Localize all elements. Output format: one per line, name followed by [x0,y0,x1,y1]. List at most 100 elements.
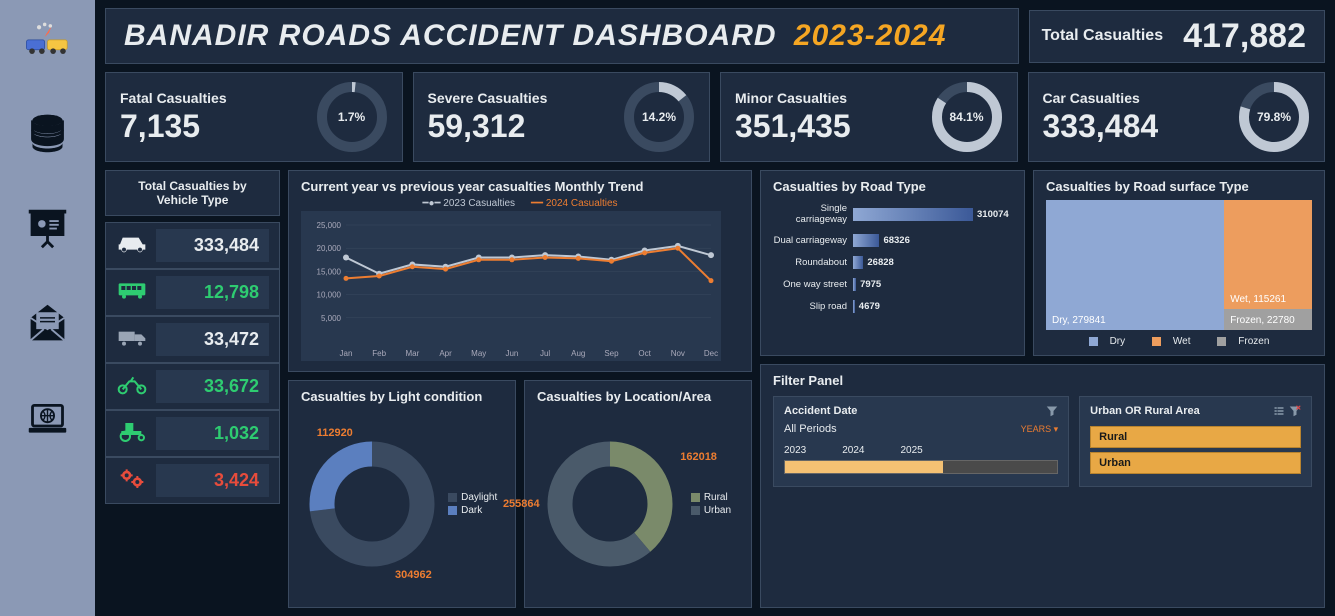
area-urban-button[interactable]: Urban [1090,452,1301,474]
light-dark-label: 112920 [317,427,353,439]
vehicle-value: 1,032 [156,417,269,450]
tm-frozen: Frozen, 22780 [1224,309,1312,330]
vehicle-value: 33,672 [156,370,269,403]
svg-text:Jul: Jul [540,349,550,358]
total-casualties-box: Total Casualties 417,882 [1029,10,1325,63]
light-legend: Daylight Dark [448,490,497,518]
loc-urban-label: 255864 [503,498,540,510]
filter-area-label: Urban OR Rural Area [1090,405,1200,420]
vehicle-title-panel: Total Casualties by Vehicle Type [105,170,280,216]
road-type-row: One way street 7975 [773,278,1012,291]
surface-legend: Dry Wet Frozen [1046,336,1312,347]
light-donut: 112920 304962 [307,439,437,569]
kpi-donut: 84.1% [931,81,1003,153]
vehicle-row: 33,472 [105,316,280,363]
sidebar-database-icon[interactable] [13,103,83,163]
surface-title: Casualties by Road surface Type [1046,179,1312,194]
truck-icon [116,324,148,355]
light-daylight-label: 304962 [395,569,432,581]
kpi-card: Severe Casualties59,312 14.2% [413,72,711,162]
roadtype-surface-row: Casualties by Road Type Single carriagew… [760,170,1325,356]
filter-date-box[interactable]: Accident Date All PeriodsYEARS ▾ 2023202… [773,396,1069,487]
svg-text:Jan: Jan [340,349,353,358]
multiselect-icon[interactable] [1273,405,1285,417]
kpi-card: Minor Casualties351,435 84.1% [720,72,1018,162]
road-type-panel: Casualties by Road Type Single carriagew… [760,170,1025,356]
svg-text:Sep: Sep [604,349,619,358]
vehicle-value: 3,424 [156,464,269,497]
vehicle-row: 33,672 [105,363,280,410]
vehicle-row: 12,798 [105,269,280,316]
svg-text:Oct: Oct [638,349,651,358]
tractor-icon [116,418,148,449]
svg-text:Jun: Jun [505,349,518,358]
gears-icon [116,465,148,496]
svg-text:10,000: 10,000 [317,291,342,300]
location-donut: 162018 255864 [545,439,675,569]
vehicle-row: 1,032 [105,410,280,457]
vehicle-value: 333,484 [156,229,269,262]
vehicle-row: 3,424 [105,457,280,504]
road-type-row: Dual carriageway 68326 [773,234,1012,247]
vehicle-value: 33,472 [156,323,269,356]
vehicle-column: Total Casualties by Vehicle Type 333,484… [105,170,280,608]
header: BANADIR ROADS ACCIDENT DASHBOARD 2023-20… [105,8,1325,64]
sidebar-mail-icon[interactable] [13,293,83,353]
car-icon [116,230,148,261]
filter-date-label: Accident Date [784,405,857,417]
dashboard-title: BANADIR ROADS ACCIDENT DASHBOARD [124,19,777,52]
light-panel: Casualties by Light condition 112920 304… [288,380,516,608]
location-panel: Casualties by Location/Area 162018 25586… [524,380,752,608]
content-grid: Total Casualties by Vehicle Type 333,484… [105,170,1325,608]
svg-text:Aug: Aug [571,349,585,358]
donut-row: Casualties by Light condition 112920 304… [288,380,752,608]
kpi-row: Fatal Casualties7,135 1.7% Severe Casual… [105,72,1325,162]
title-box: BANADIR ROADS ACCIDENT DASHBOARD 2023-20… [105,8,1019,64]
main-content: BANADIR ROADS ACCIDENT DASHBOARD 2023-20… [95,0,1335,616]
filter-title: Filter Panel [773,373,1312,388]
kpi-card: Fatal Casualties7,135 1.7% [105,72,403,162]
kpi-donut: 79.8% [1238,81,1310,153]
kpi-card: Car Casualties333,484 79.8% [1028,72,1326,162]
middle-column: Current year vs previous year casualties… [288,170,752,608]
filter-area-box[interactable]: Urban OR Rural Area Rural Urban [1079,396,1312,487]
light-title: Casualties by Light condition [301,389,503,404]
vehicle-title: Total Casualties by Vehicle Type [116,179,269,207]
filter-date-value: All Periods [784,423,837,435]
motorcycle-icon [116,371,148,402]
svg-text:5,000: 5,000 [321,314,342,323]
area-rural-button[interactable]: Rural [1090,426,1301,448]
svg-text:25,000: 25,000 [317,221,342,230]
svg-text:Mar: Mar [405,349,419,358]
svg-text:Dec: Dec [704,349,718,358]
road-type-row: Single carriageway 310074 [773,203,1012,225]
trend-chart: ━●━ 2023 Casualties━━ 2024 Casualties 5,… [301,198,739,363]
sidebar-laptop-icon[interactable] [13,388,83,448]
right-column: Casualties by Road Type Single carriagew… [760,170,1325,608]
kpi-donut: 14.2% [623,81,695,153]
svg-text:Apr: Apr [439,349,452,358]
svg-text:Nov: Nov [671,349,685,358]
clear-filter-icon[interactable] [1289,405,1301,417]
filter-panel: Filter Panel Accident Date All PeriodsYE… [760,364,1325,608]
sidebar-presentation-icon[interactable] [13,198,83,258]
tm-dry: Dry, 279841 [1046,200,1224,330]
surface-treemap: Dry, 279841 Wet, 115261 Frozen, 22780 [1046,200,1312,330]
svg-text:20,000: 20,000 [317,244,342,253]
loc-rural-label: 162018 [680,451,717,463]
filter-icon[interactable] [1046,405,1058,417]
road-type-row: Roundabout 26828 [773,256,1012,269]
trend-title: Current year vs previous year casualties… [301,179,739,194]
surface-panel: Casualties by Road surface Type Dry, 279… [1033,170,1325,356]
bus-icon [116,277,148,308]
location-title: Casualties by Location/Area [537,389,739,404]
total-value: 417,882 [1183,17,1306,56]
kpi-donut: 1.7% [316,81,388,153]
vehicle-row: 333,484 [105,222,280,269]
sidebar-crash-icon[interactable] [13,8,83,68]
sidebar [0,0,95,616]
vehicle-value: 12,798 [156,276,269,309]
location-legend: Rural Urban [691,490,731,518]
total-label: Total Casualties [1034,27,1172,45]
filter-timeline[interactable]: 202320242025 [784,445,1058,475]
